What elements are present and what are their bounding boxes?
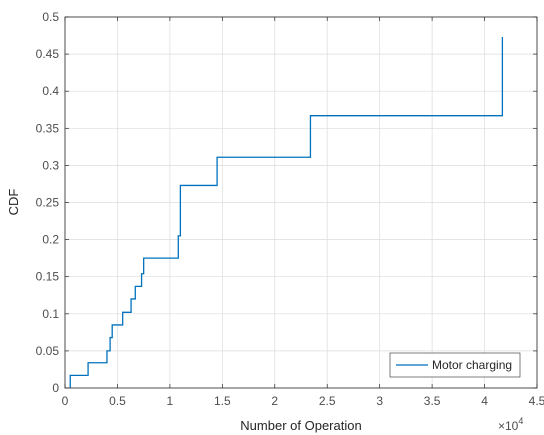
series-line-motor-charging — [69, 37, 504, 388]
y-tick-label: 0.1 — [42, 307, 59, 321]
y-tick-label: 0.45 — [36, 47, 60, 61]
y-tick-label: 0.15 — [36, 270, 60, 284]
legend-label: Motor charging — [432, 358, 512, 372]
x-exponent-label: ×104 — [498, 416, 523, 433]
y-tick-label: 0.25 — [36, 196, 60, 210]
y-tick-label: 0.35 — [36, 121, 60, 135]
x-axis-title: Number of Operation — [240, 418, 361, 433]
legend: Motor charging — [389, 352, 521, 378]
x-tick-label: 0.5 — [109, 394, 126, 408]
y-axis-title: CDF — [6, 189, 21, 216]
y-tick-label: 0.3 — [42, 158, 59, 172]
y-tick-label: 0 — [52, 381, 59, 395]
y-tick-label: 0.05 — [36, 344, 60, 358]
x-exponent-power: 4 — [518, 416, 523, 426]
x-tick-label: 2.5 — [319, 394, 336, 408]
x-tick-label: 0 — [62, 394, 69, 408]
x-exponent-base: ×10 — [498, 419, 519, 433]
x-tick-label: 3 — [376, 394, 383, 408]
y-tick-label: 0.4 — [42, 84, 59, 98]
grid-layer — [64, 16, 538, 389]
series-layer — [69, 37, 504, 388]
x-tick-label: 1 — [167, 394, 174, 408]
label-layer: 0 0.5 1 1.5 2 2.5 3 3.5 4 4.5 0 0.05 0.1 0.15 0.2 0.25 0… — [36, 10, 544, 408]
x-tick-label: 4 — [481, 394, 488, 408]
x-tick-label: 3.5 — [424, 394, 441, 408]
y-tick-label: 0.2 — [42, 233, 59, 247]
y-tick-label: 0.5 — [42, 10, 59, 24]
tick-layer — [64, 16, 538, 389]
x-tick-label: 2 — [271, 394, 278, 408]
x-tick-label: 4.5 — [529, 394, 544, 408]
x-tick-label: 1.5 — [214, 394, 231, 408]
